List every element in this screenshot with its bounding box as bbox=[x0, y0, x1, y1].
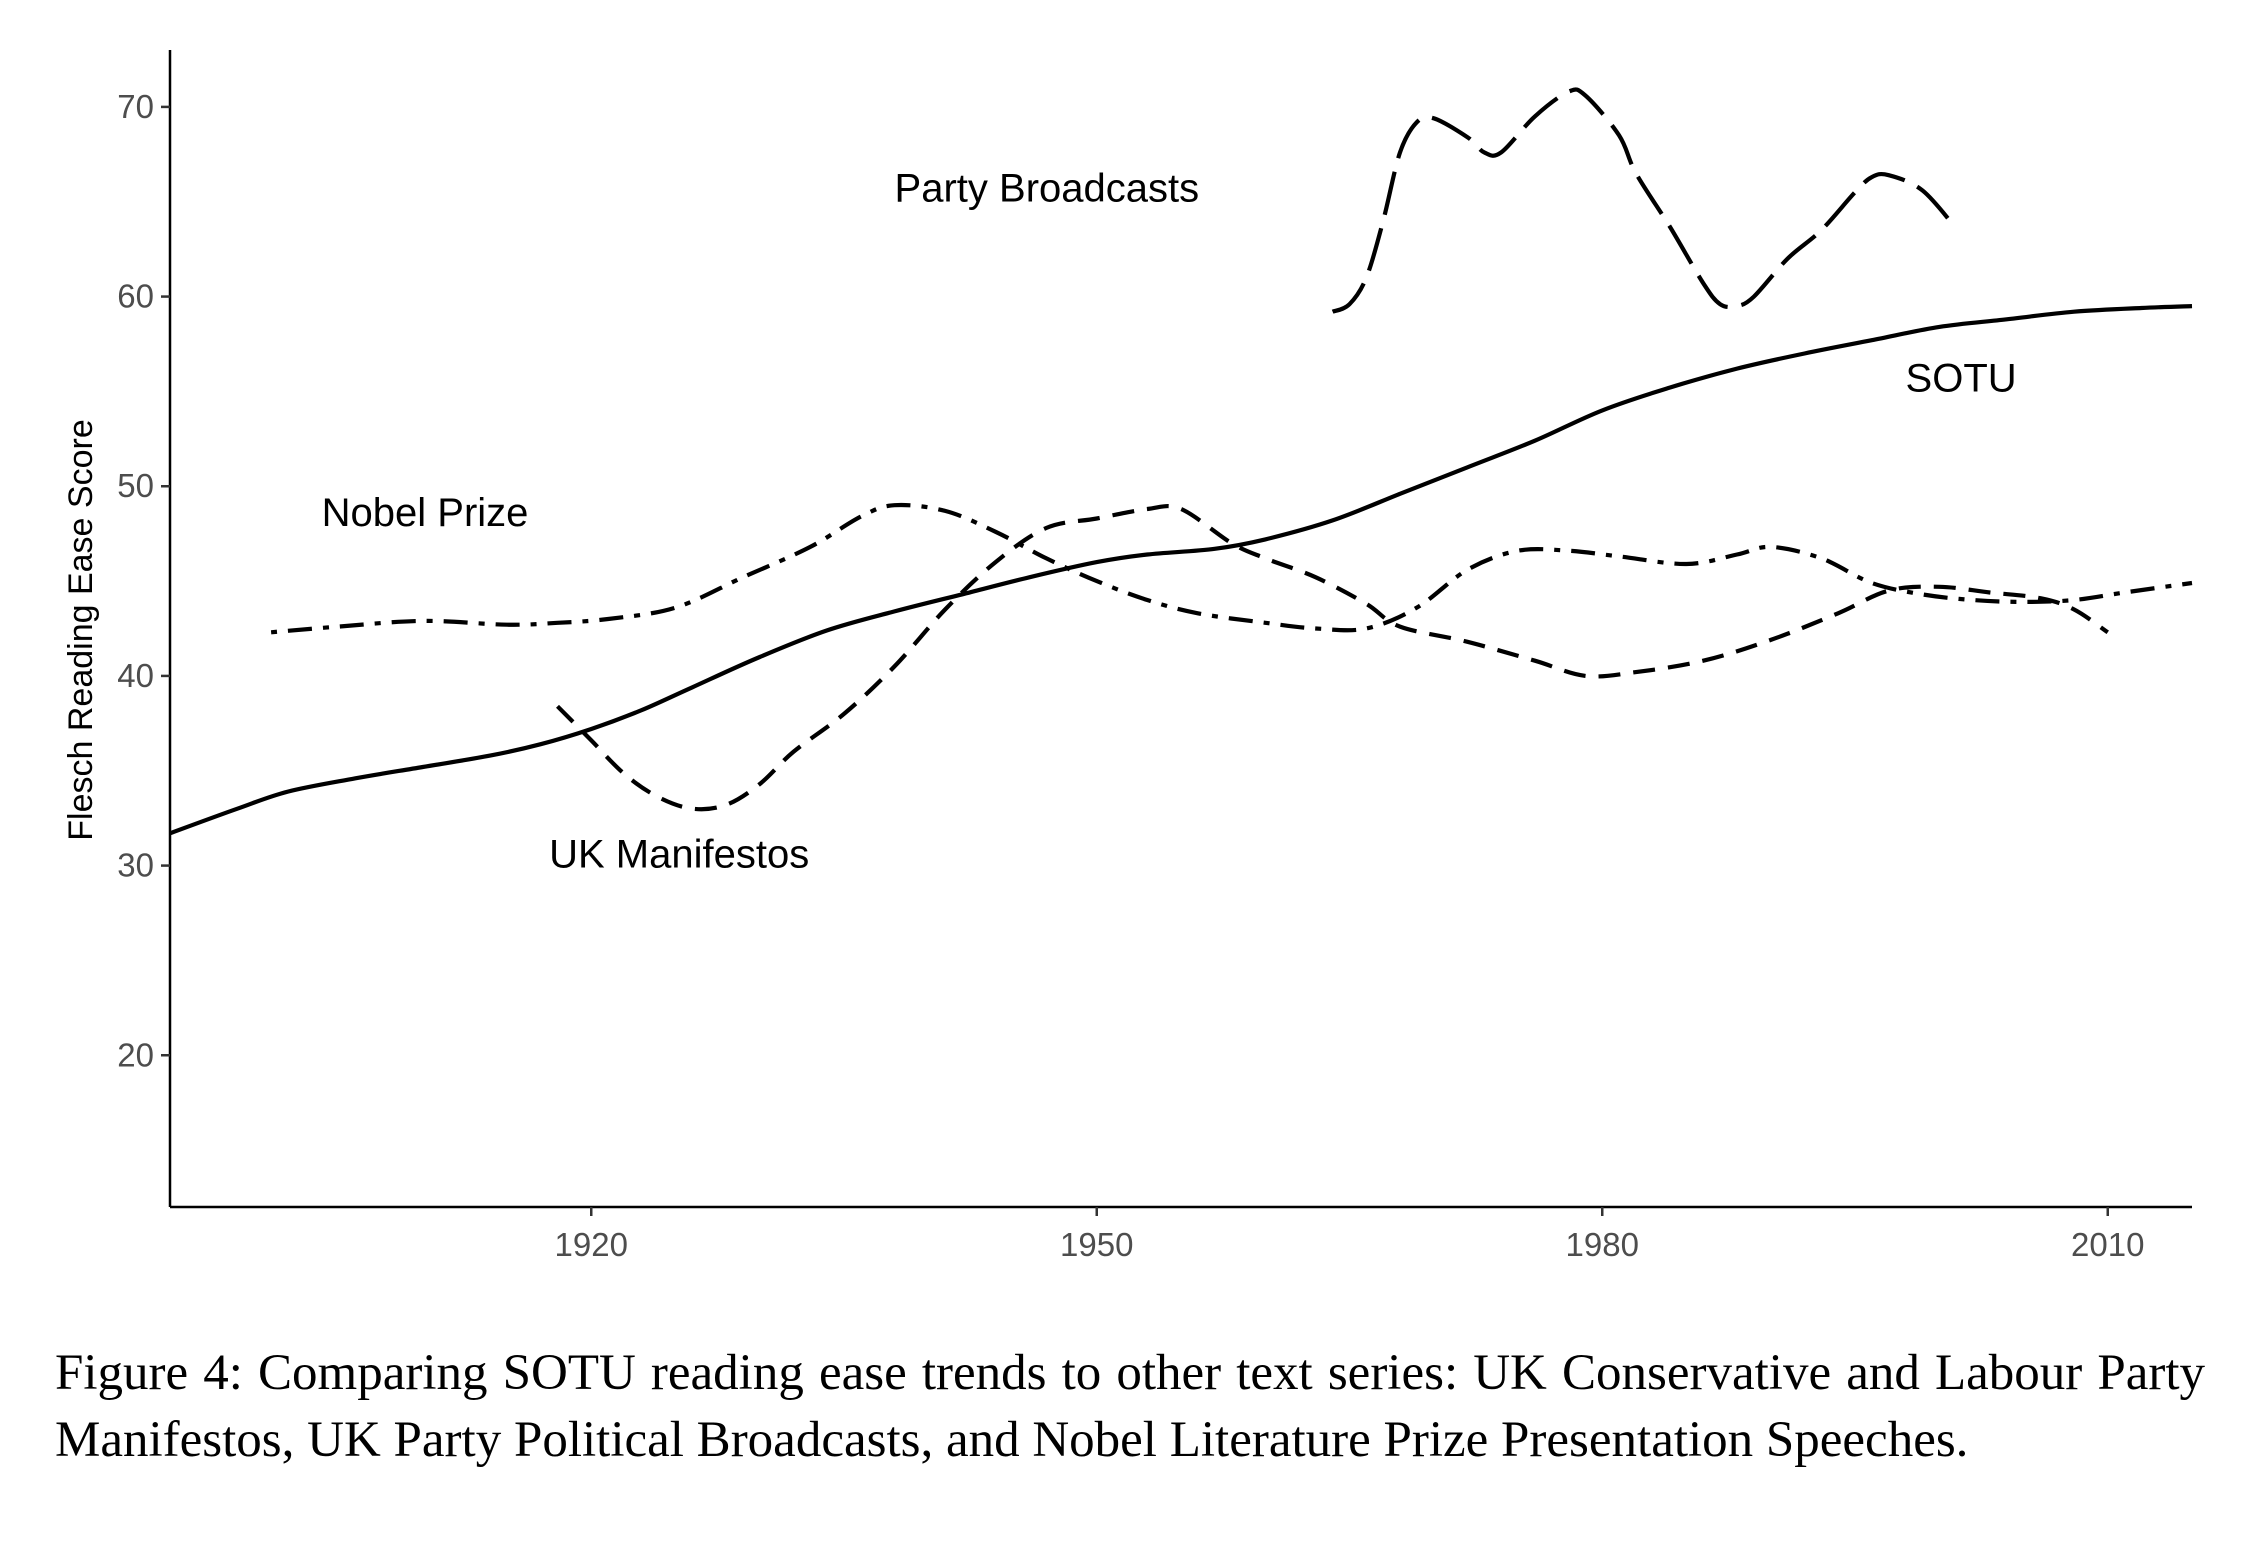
series-line-uk-manifestos bbox=[556, 503, 2109, 812]
y-tick-label: 70 bbox=[117, 88, 154, 125]
x-axis: 1920 1950 1980 2010 bbox=[170, 1205, 2192, 1263]
series-line-party-broadcasts bbox=[1331, 87, 1958, 314]
y-tick-label: 40 bbox=[117, 657, 154, 694]
x-tick-label: 1950 bbox=[1060, 1226, 1133, 1263]
series-label-party-broadcasts: Party Broadcasts bbox=[895, 167, 1200, 211]
x-tick-label: 1920 bbox=[555, 1226, 628, 1263]
y-tick-label: 60 bbox=[117, 278, 154, 315]
series-line-nobel-prize bbox=[270, 502, 2193, 635]
y-axis-title: Flesch Reading Ease Score bbox=[62, 419, 100, 840]
reading-ease-chart: 20 30 40 50 60 70 1920 1950 1980 2010 Party Broa… bbox=[62, 50, 2193, 1263]
series-label-nobel-prize: Nobel Prize bbox=[322, 491, 529, 535]
series-layer bbox=[169, 87, 2193, 836]
y-tick-label: 30 bbox=[117, 847, 154, 884]
series-line-sotu bbox=[169, 304, 2193, 836]
figure-caption: Figure 4: Comparing SOTU reading ease tr… bbox=[55, 1345, 2205, 1468]
y-axis: 20 30 40 50 60 70 bbox=[117, 50, 172, 1207]
x-tick-label: 2010 bbox=[2071, 1226, 2144, 1263]
x-tick-label: 1980 bbox=[1566, 1226, 1639, 1263]
y-tick-label: 50 bbox=[117, 467, 154, 504]
series-label-uk-manifestos: UK Manifestos bbox=[549, 832, 809, 876]
series-label-sotu: SOTU bbox=[1906, 356, 2017, 400]
y-tick-label: 20 bbox=[117, 1036, 154, 1073]
annotation-layer: Party Broadcasts SOTU Nobel Prize UK Manife… bbox=[322, 167, 2017, 877]
